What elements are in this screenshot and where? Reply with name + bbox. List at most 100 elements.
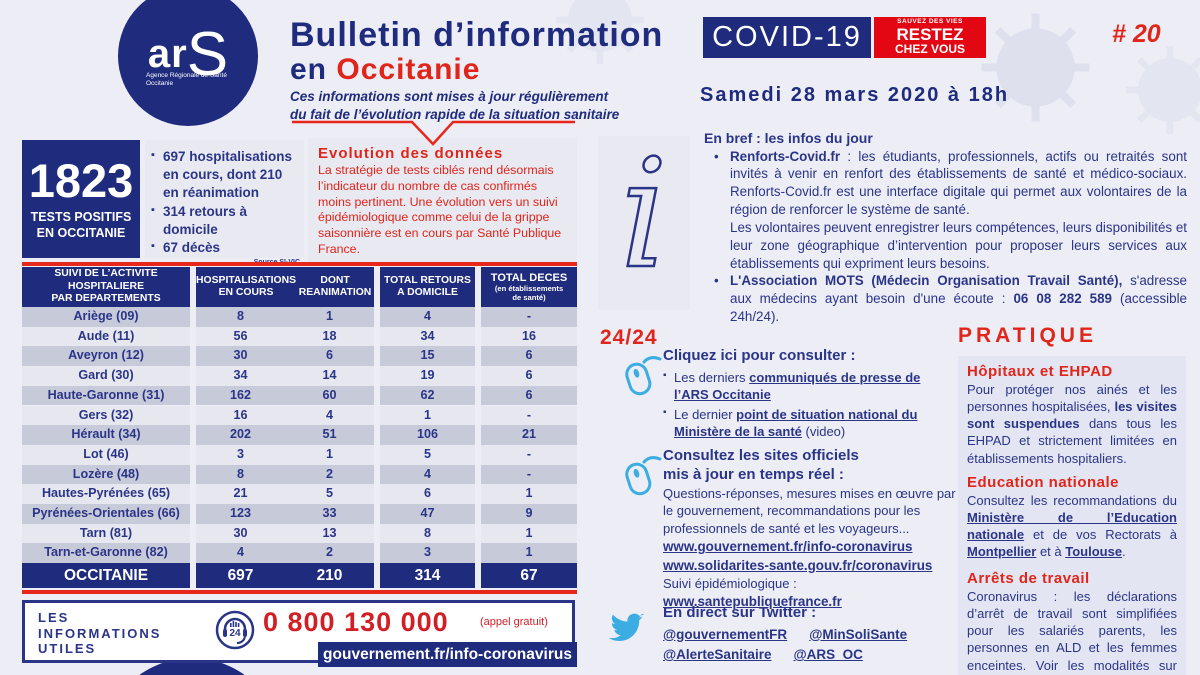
dept-name: Hérault (34) [22,425,190,445]
en-bref-item: Renforts-Covid.fr : les étudiants, profe… [704,148,1187,219]
table-header: SUIVI DE L’ACTIVITE HOSPITALIERE PAR DEP… [22,267,577,307]
twitter-handle[interactable]: @gouvernementFR [663,626,788,642]
table-row: Lot (46) 3 1 5- [22,444,577,465]
tests-positifs-count: 1823 [28,153,134,207]
info-icon: i [619,148,669,298]
retours-value: 19 [380,366,475,386]
dept-name: Ariège (09) [22,307,190,327]
total-rea: 210 [316,567,343,584]
retours-value: 106 [380,425,475,445]
deces-value: 9 [481,504,577,524]
consultez-section: Consultez les sites officiels mis à jour… [663,447,965,612]
table-row: Tarn-et-Garonne (82) 4 2 3 1 [22,543,577,564]
dept-name: Pyrénées-Orientales (66) [22,504,190,524]
pratique-box-hopitaux: Hôpitaux et EHPAD Pour protéger nos ainé… [958,356,1186,475]
hosp-value: 16 [233,407,248,422]
retours-value: 1 [380,405,475,426]
link-santepubliquefrance[interactable]: www.santepubliquefrance.fr [663,594,842,610]
table-top-rule [22,262,577,266]
rea-value: 1 [325,309,333,323]
inline-link[interactable]: Toulouse [1065,544,1123,560]
logo-subtitle: Agence Régionale de Santé [146,71,227,79]
table-row: Ariège (09) 8 1 4- [22,307,577,327]
hosp-value: 3 [236,446,244,461]
rea-value: 5 [325,486,333,501]
svg-text:24: 24 [229,628,241,639]
hosp-value: 123 [229,506,251,520]
deces-value: 1 [481,484,577,504]
retours-value: 34 [380,326,475,347]
phone-number: 0 800 130 000 [263,607,449,637]
inline-link[interactable]: communiqués de presse de l’ARS Occitanie [674,369,921,403]
dept-name: Haute-Garonne (31) [22,385,190,406]
key-figures-list: 697 hospitalisations en cours, dont 210 … [151,148,300,257]
rea-value: 1 [325,446,333,461]
twitter-handle[interactable]: @ARS_OC [793,647,863,662]
link-gouvernement[interactable]: www.gouvernement.fr/info-coronavirus [663,539,913,555]
rea-value: 14 [322,368,337,383]
link-solidarites-sante[interactable]: www.solidarites-sante.gouv.fr/coronaviru… [663,557,933,573]
inline-link[interactable]: Montpellier [967,544,1037,560]
col-deces: TOTAL DECES (en établissements de santé) [481,267,577,307]
dept-name: Lozère (48) [22,464,190,485]
dept-name: Hautes-Pyrénées (65) [22,484,190,504]
col-reanimation: DONT REANIMATION [298,274,372,298]
evolution-text: La stratégie de tests ciblés rend désorm… [318,163,562,256]
svg-text:i: i [620,148,668,298]
logo-region: Occitanie [146,80,174,87]
virus-watermark [556,0,644,65]
key-figures-box: 697 hospitalisations en cours, dont 210 … [145,140,304,266]
inline-link[interactable]: Ministère de l’Education nationale [967,510,1177,543]
retours-value: 6 [380,484,475,504]
box-heading: Arrêts de travail [967,570,1090,587]
cliquez-list: Les derniers communiqués de presse de l’… [663,369,925,441]
virus-watermark [1126,46,1200,134]
evolution-box: Evolution des données La stratégie de te… [308,138,577,262]
table-row: Gers (32) 16 4 1- [22,405,577,426]
box-body: Pour protéger nos ainés et les personnes… [967,382,1178,466]
tests-positifs-box: 1823 TESTS POSITIFS EN OCCITANIE [22,140,140,258]
ars-logo: ar S Agence Régionale de Santé Occitanie [118,0,258,126]
dept-name: Lot (46) [22,444,190,465]
deces-value: - [481,444,577,465]
hosp-value: 34 [233,368,248,383]
deces-value: 1 [481,523,577,544]
hosp-value: 21 [233,486,248,501]
twitter-handle[interactable]: @MinSoliSante [809,626,908,642]
epi-label: Suivi épidémiologique : [663,576,797,592]
deces-value: 16 [481,326,577,347]
phone-note: (appel gratuit) [480,616,548,628]
cliquez-item: Les derniers communiqués de presse de l’… [663,369,925,404]
logo-text: ar [147,31,188,76]
inline-link[interactable]: point de situation national du Ministère… [674,406,918,440]
deces-value: 6 [481,385,577,406]
rea-value: 13 [322,525,337,540]
page-subtitle: en Occitanie [290,53,481,86]
retours-value: 62 [380,385,475,406]
rea-value: 4 [325,407,333,422]
key-figure: 67 décès [151,239,300,257]
page-title: Bulletin d’information [290,16,664,54]
bulletin-date: Samedi 28 mars 2020 à 18h [700,84,1010,106]
table-row: Aude (11) 56 18 34 16 [22,326,577,347]
table-row: Hautes-Pyrénées (65) 21 5 6 1 [22,484,577,504]
region-name: Occitanie [336,53,481,86]
table-bottom-rule [22,590,577,594]
retours-value: 4 [380,307,475,327]
label-24-24: 24/24 [600,326,658,349]
table-row: Gard (30) 34 14 19 6 [22,366,577,386]
twitter-section: En direct sur Twitter : @gouvernementFR @… [663,604,943,665]
key-figure: 697 hospitalisations en cours, dont 210 … [151,148,300,203]
info-icon-tile: i [598,136,690,310]
twitter-handle[interactable]: @AlerteSanitaire [663,647,772,662]
table-row: Lozère (48) 8 2 4- [22,464,577,485]
cliquez-title: Cliquez ici pour consulter : [663,347,856,364]
dept-name: Tarn (81) [22,523,190,544]
total-label: OCCITANIE [22,563,190,588]
hosp-value: 8 [236,309,244,323]
gouvernement-url[interactable]: gouvernement.fr/info-coronavirus [318,642,577,667]
retours-value: 47 [380,504,475,524]
en-bref-item: L'Association MOTS (Médecin Organisation… [704,272,1187,325]
restez-chez-vous-badge: SAUVEZ DES VIES RESTEZ CHEZ VOUS [874,17,986,58]
